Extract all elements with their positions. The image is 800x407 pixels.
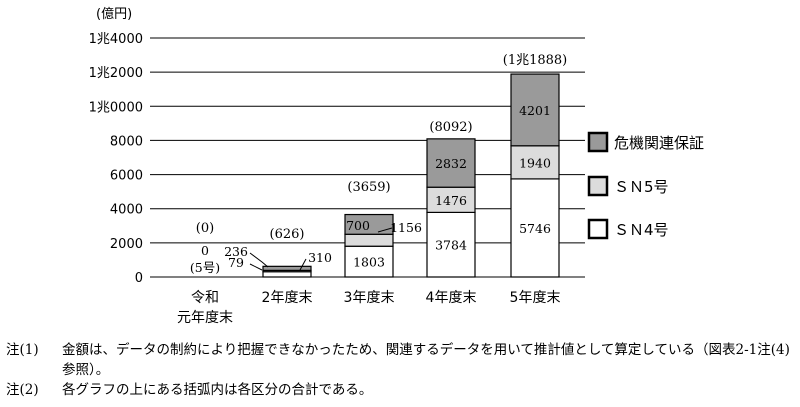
bar-segment	[262, 265, 312, 271]
bar-segment	[426, 211, 476, 278]
legend-label: 危機関連保証	[614, 134, 704, 152]
total-label: (3659)	[347, 180, 390, 195]
footnote-2: 注(2) 各グラフの上にある括弧内は各区分の合計である。	[6, 380, 796, 400]
bar-segment	[510, 145, 560, 180]
data-label: 5746	[519, 221, 551, 236]
x-category-label: 5年度末	[510, 290, 561, 306]
label-leader-line	[249, 263, 263, 271]
footnote-1-text: 金額は、データの制約により把握できなかったため、関連するデータを用いて推計値とし…	[62, 342, 790, 378]
y-tick-label: 2000	[110, 237, 143, 252]
data-label: 3784	[435, 238, 467, 253]
y-tick-label: 1兆0000	[89, 100, 143, 115]
data-label: 1803	[353, 255, 385, 270]
x-category-label: 2年度末	[262, 290, 313, 306]
footnotes: 注(1) 金額は、データの制約により把握できなかったため、関連するデータを用いて…	[6, 340, 796, 400]
data-label: 1156	[390, 220, 422, 235]
total-label: (8092)	[429, 120, 472, 135]
total-label: (0)	[196, 221, 214, 236]
y-tick-label: 1兆2000	[89, 66, 143, 81]
y-axis-ticks: 0 2000 4000 6000 8000 1兆0000 1兆2000 1兆4000	[89, 32, 143, 286]
data-label: 79	[228, 255, 244, 270]
legend-swatch	[587, 175, 609, 197]
legend-swatch	[587, 218, 609, 240]
y-axis-unit-label: (億円)	[96, 6, 132, 22]
bar-segment	[426, 138, 476, 188]
y-tick-label: 8000	[110, 134, 143, 149]
label-leader-line	[249, 252, 269, 268]
bar-segment	[344, 245, 394, 278]
data-label: (5号)	[190, 260, 220, 275]
data-label: 700	[346, 218, 370, 233]
stacked-bar-chart: 0 2000 4000 6000 8000 1兆0000 1兆2000 1兆4000 (億円)…	[89, 6, 704, 326]
bar-segment	[344, 213, 394, 235]
footnote-1: 注(1) 金額は、データの制約により把握できなかったため、関連するデータを用いて…	[6, 340, 796, 380]
data-label: 2832	[435, 156, 467, 171]
bar-segment	[344, 233, 394, 247]
data-labels: 1803 3784 1476 2832 5746 1940 4201 700 1156 23679…	[190, 53, 567, 275]
bar-segment	[510, 73, 560, 147]
y-tick-label: 6000	[110, 169, 143, 184]
y-tick-label: 0	[135, 271, 143, 286]
footnote-2-text: 各グラフの上にある括弧内は各区分の合計である。	[62, 382, 373, 398]
data-label: 1940	[519, 155, 551, 170]
legend-swatch	[587, 131, 609, 153]
legend-label: ＳＮ4号	[614, 221, 669, 239]
footnote-2-number: 注(2)	[6, 382, 39, 398]
x-category-label: 令和	[191, 290, 219, 306]
bars	[262, 73, 560, 278]
bar-segment	[510, 178, 560, 278]
x-category-label: 元年度末	[177, 310, 233, 326]
label-leader-line	[299, 258, 307, 271]
data-label: 236	[224, 244, 248, 259]
footnote-1-number: 注(1)	[6, 342, 39, 358]
total-label: (626)	[270, 227, 305, 242]
y-tick-label: 4000	[110, 203, 143, 218]
data-label: 0	[201, 243, 209, 258]
total-label: (1兆1888)	[503, 53, 568, 68]
data-label: 4201	[519, 103, 551, 118]
y-tick-label: 1兆4000	[89, 32, 143, 47]
x-category-label: 4年度末	[426, 290, 477, 306]
gridlines	[150, 37, 585, 278]
data-label: 1476	[435, 193, 467, 208]
x-category-label: 3年度末	[344, 290, 395, 306]
bar-segment	[262, 271, 312, 278]
data-label: 310	[308, 250, 332, 265]
legend-label: ＳＮ5号	[614, 178, 669, 196]
legend: 危機関連保証 ＳＮ5号 ＳＮ4号	[587, 131, 704, 240]
bar-segment	[426, 186, 476, 214]
label-leader-line	[377, 227, 393, 233]
